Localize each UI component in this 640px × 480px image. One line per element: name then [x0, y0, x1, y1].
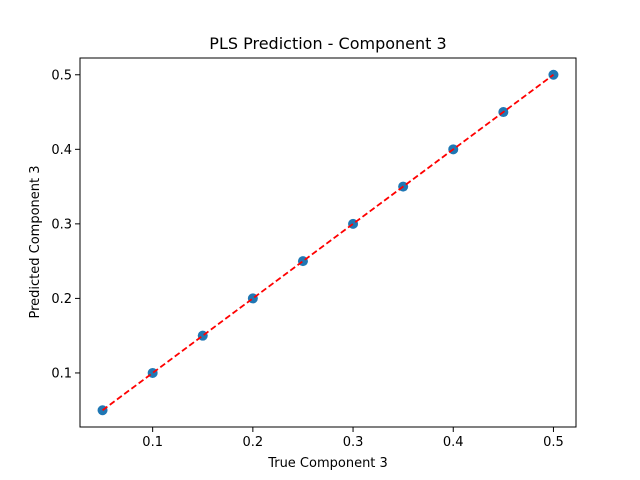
chart-title: PLS Prediction - Component 3	[209, 34, 446, 53]
y-axis: 0.1 0.2 0.3 0.4 0.5	[51, 68, 80, 381]
x-tick-label: 0.2	[243, 435, 264, 450]
x-axis: 0.1 0.2 0.3 0.4 0.5	[142, 427, 564, 450]
y-tick-label: 0.2	[51, 292, 72, 307]
x-tick-label: 0.4	[443, 435, 464, 450]
plot-area	[97, 69, 559, 416]
x-tick-label: 0.3	[343, 435, 364, 450]
y-tick-label: 0.5	[51, 68, 72, 83]
y-tick-label: 0.4	[51, 143, 72, 158]
x-axis-label: True Component 3	[267, 456, 388, 471]
reference-line	[102, 74, 554, 411]
y-tick-label: 0.1	[51, 366, 72, 381]
x-tick-label: 0.5	[543, 435, 564, 450]
y-axis-label: Predicted Component 3	[28, 165, 43, 318]
x-tick-label: 0.1	[142, 435, 163, 450]
y-tick-label: 0.3	[51, 217, 72, 232]
plot-frame	[79, 57, 577, 428]
